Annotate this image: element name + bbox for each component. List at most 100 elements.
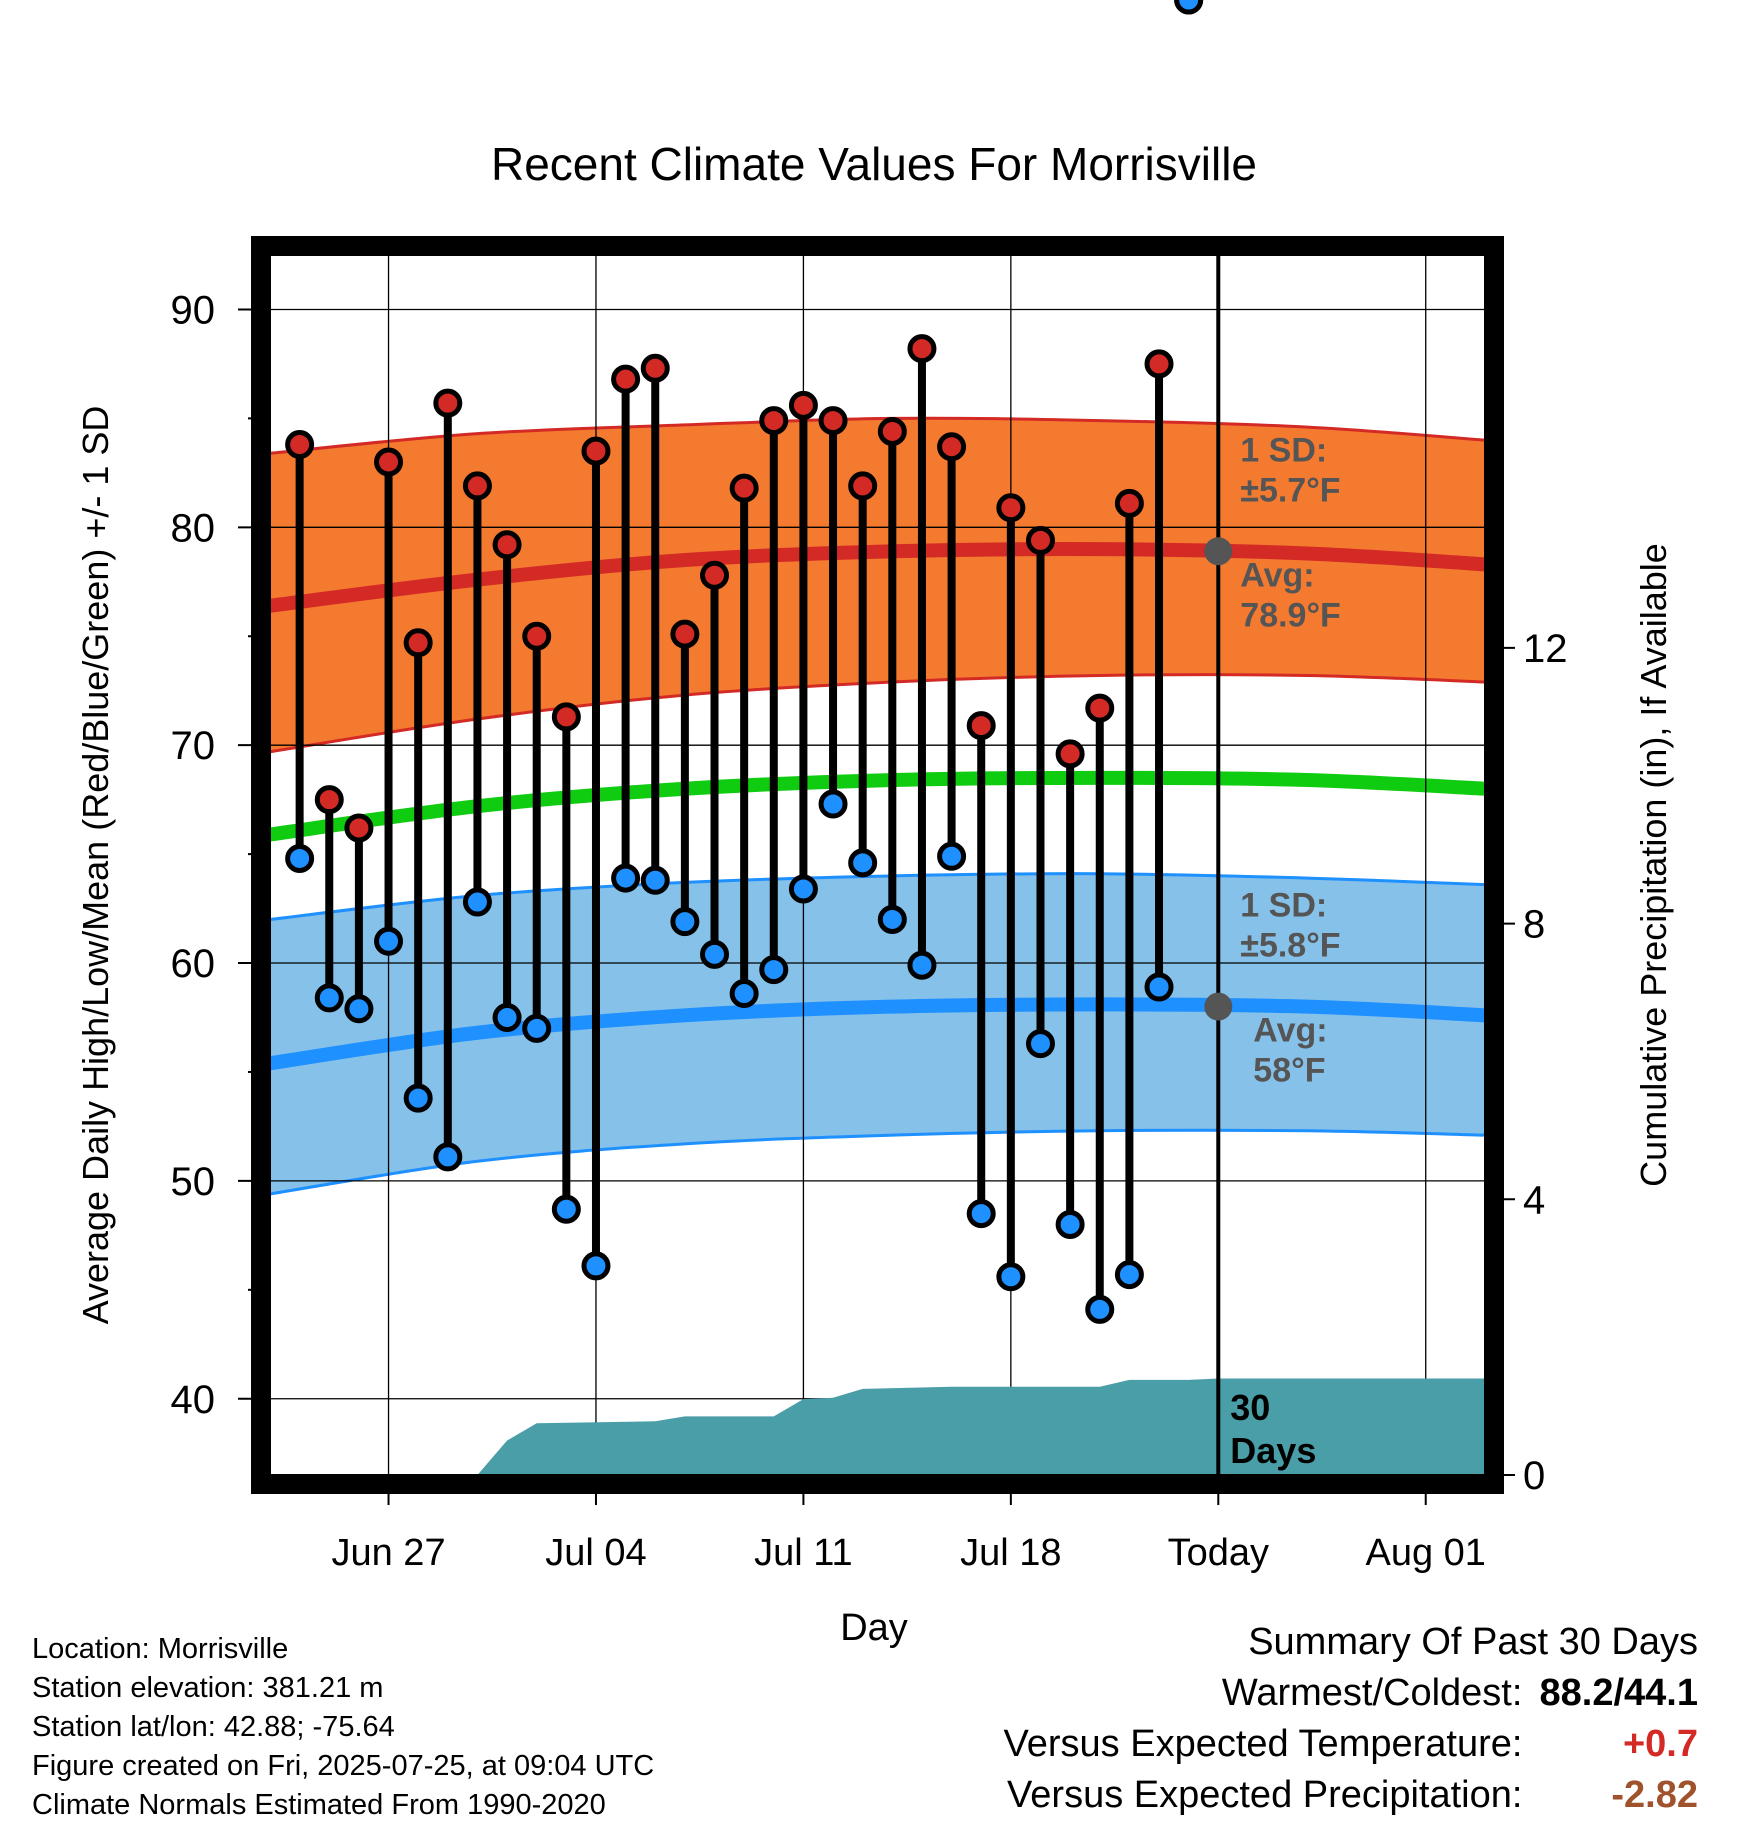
- station-info: Location: Morrisville Station elevation:…: [32, 1630, 654, 1825]
- high-temp-point: [788, 390, 818, 420]
- high-temp-point: [314, 785, 344, 815]
- low-sd-label: 1 SD:: [1240, 887, 1327, 925]
- low-temp-point: [581, 1251, 611, 1281]
- high-temp-point: [522, 621, 552, 651]
- precip-value: -2.82: [1611, 1774, 1698, 1816]
- low-temp-point: [492, 1003, 522, 1032]
- y-tick-label: 50: [171, 1160, 216, 1204]
- low-temp-point: [907, 950, 937, 980]
- low-temp-point: [759, 955, 789, 985]
- high-temp-point: [285, 430, 315, 460]
- temp-label: Versus Expected Temperature:: [1003, 1723, 1523, 1765]
- high-temp-point: [462, 471, 492, 501]
- low-avg-today-marker: [1204, 992, 1233, 1021]
- high-temp-point: [996, 493, 1026, 523]
- normal-bands: [270, 416, 1485, 1196]
- low-temp-point: [344, 994, 374, 1024]
- location-text: Location: Morrisville: [32, 1633, 289, 1665]
- low-temp-point: [314, 983, 344, 1013]
- precip-label: Versus Expected Precipitation:: [1007, 1774, 1523, 1816]
- x-tick-label: Jul 04: [545, 1532, 646, 1574]
- high-avg-today-marker: [1204, 537, 1233, 566]
- y-tick-label: 80: [171, 506, 216, 550]
- high-sd-band: [270, 418, 1485, 752]
- low-temp-point: [996, 1262, 1026, 1292]
- y2-tick-label: 0: [1523, 1454, 1545, 1498]
- axes: 40 50 60 70 80 90 0 4 8 12 Jun 27 Jul 04 Jul 11 Jul 1…: [171, 288, 1568, 1574]
- x-tick-label: Today: [1168, 1532, 1269, 1574]
- low-temp-point: [640, 865, 670, 895]
- created-text: Figure created on Fri, 2025-07-25, at 09…: [32, 1750, 655, 1782]
- low-temp-point: [1114, 1260, 1144, 1290]
- high-temp-point: [1025, 525, 1055, 555]
- high-temp-point: [344, 813, 374, 843]
- y-tick-label: 90: [171, 288, 216, 332]
- normals-text: Climate Normals Estimated From 1990-2020: [32, 1789, 606, 1821]
- high-temp-point: [1055, 739, 1085, 769]
- low-temp-point: [462, 887, 492, 917]
- high-temp-point: [403, 628, 433, 658]
- high-temp-point: [729, 473, 759, 503]
- low-temp-point: [818, 789, 848, 819]
- observation-dots: [285, 0, 1204, 1324]
- x-axis-label: Day: [840, 1607, 908, 1649]
- low-temp-point: [433, 1142, 463, 1172]
- y-tick-label: 70: [171, 724, 216, 768]
- low-sd-value: ±5.8°F: [1240, 927, 1340, 965]
- y-tick-label: 40: [171, 1378, 216, 1422]
- precipitation-area: [270, 1378, 1485, 1475]
- precip-area: [270, 1378, 1485, 1475]
- low-temp-point: [848, 848, 878, 878]
- high-temp-point: [700, 560, 730, 590]
- low-temp-point: [374, 926, 404, 956]
- high-temp-point: [581, 436, 611, 466]
- low-temp-point: [966, 1199, 996, 1229]
- days-count: 30: [1230, 1387, 1270, 1428]
- y2-axis-label: Cumulative Precipitation (in), If Availa…: [1633, 543, 1674, 1187]
- observation-stems: [295, 348, 1164, 1310]
- x-tick-label: Jun 27: [331, 1532, 445, 1574]
- high-temp-point: [640, 353, 670, 383]
- latlon-text: Station lat/lon: 42.88; -75.64: [32, 1711, 395, 1743]
- y2-tick-label: 8: [1523, 903, 1545, 947]
- low-temp-point: [403, 1083, 433, 1113]
- high-avg-value: 78.9°F: [1240, 596, 1341, 634]
- mean-line: [270, 770, 1485, 842]
- low-avg-value: 58°F: [1253, 1052, 1325, 1090]
- summary-precip-row: Versus Expected Precipitation: -2.82: [698, 1770, 1698, 1821]
- temp-value: +0.7: [1622, 1723, 1698, 1765]
- low-temp-point: [1025, 1029, 1055, 1059]
- high-sd-label: 1 SD:: [1240, 431, 1327, 469]
- y-tick-label: 60: [171, 942, 216, 986]
- high-temp-point: [877, 416, 907, 446]
- low-sd-band: [270, 873, 1485, 1194]
- low-avg-line: [270, 997, 1485, 1071]
- high-temp-point: [551, 702, 581, 732]
- low-temp-point: [700, 939, 730, 969]
- high-temp-point: [611, 364, 641, 394]
- low-temp-point: [551, 1194, 581, 1224]
- low-temp-point: [788, 874, 818, 904]
- plot-frame: [251, 236, 1504, 1494]
- days-label: Days: [1230, 1430, 1316, 1471]
- high-temp-point: [966, 711, 996, 741]
- warmest-value: 88.2/44.1: [1539, 1672, 1698, 1714]
- chart-title: Recent Climate Values For Morrisville: [491, 138, 1257, 190]
- y2-tick-label: 4: [1523, 1178, 1545, 1222]
- high-sd-value: ±5.7°F: [1240, 471, 1340, 509]
- low-temp-point: [1174, 0, 1204, 15]
- high-temp-point: [492, 530, 522, 560]
- y2-tick-label: 12: [1523, 627, 1568, 671]
- high-temp-point: [433, 388, 463, 418]
- high-temp-point: [848, 471, 878, 501]
- high-avg-label: Avg:: [1240, 556, 1314, 594]
- elevation-text: Station elevation: 381.21 m: [32, 1672, 384, 1704]
- high-temp-point: [1114, 488, 1144, 518]
- high-temp-point: [1085, 693, 1115, 723]
- high-temp-point: [818, 406, 848, 436]
- summary-panel: Summary Of Past 30 Days Warmest/Coldest:…: [698, 1617, 1698, 1821]
- low-temp-point: [1085, 1294, 1115, 1324]
- x-tick-label: Aug 01: [1366, 1532, 1486, 1574]
